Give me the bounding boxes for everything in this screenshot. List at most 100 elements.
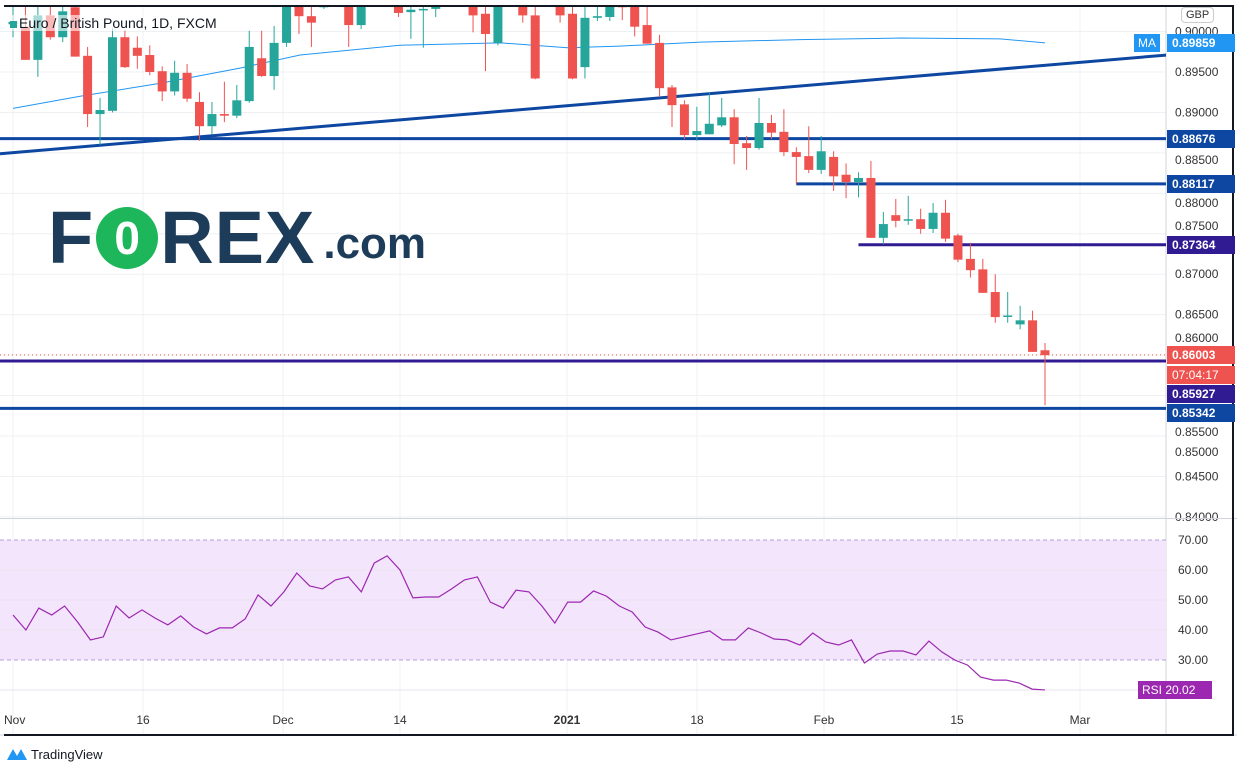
- candle-body: [928, 212, 938, 229]
- logo-f: F: [48, 196, 95, 279]
- candle: [941, 199, 951, 242]
- candle-body: [344, 6, 354, 26]
- candle: [319, 6, 329, 9]
- candle: [891, 198, 901, 228]
- candle: [953, 233, 963, 263]
- candle: [617, 6, 627, 21]
- candle: [132, 36, 142, 69]
- candle-body: [655, 42, 665, 89]
- candle: [207, 101, 217, 135]
- candle-body: [766, 122, 776, 133]
- candle: [965, 242, 975, 278]
- candle: [990, 274, 1000, 323]
- time-axis-label: Mar: [1070, 713, 1091, 727]
- candle: [157, 66, 167, 102]
- candle-body: [692, 131, 702, 136]
- candle: [717, 97, 727, 128]
- status-dot-icon: [10, 20, 17, 28]
- candle: [679, 100, 689, 140]
- time-axis-label: 2021: [554, 713, 581, 727]
- symbol-title-text: Euro / British Pound, 1D, FXCM: [19, 15, 217, 31]
- candle-body: [195, 101, 205, 127]
- candle-body: [145, 55, 155, 72]
- time-axis-label: Feb: [814, 713, 835, 727]
- tradingview-text: TradingView: [31, 746, 103, 762]
- price-axis-label: 0.86000: [1175, 331, 1219, 345]
- candle: [829, 151, 839, 191]
- candle: [468, 6, 478, 33]
- candle-body: [742, 143, 752, 149]
- candle-body: [916, 219, 926, 229]
- price-axis-label: 0.85500: [1175, 425, 1219, 439]
- candle-body: [257, 58, 267, 77]
- candle-body: [356, 6, 366, 26]
- candle-body: [878, 224, 888, 238]
- ma-price-badge: 0.89859: [1167, 33, 1235, 52]
- time-axis-label: 18: [690, 713, 704, 727]
- tradingview-brand[interactable]: TradingView: [6, 746, 103, 762]
- candle-body: [157, 71, 167, 92]
- candle: [406, 6, 416, 39]
- candle-body: [841, 174, 851, 183]
- candle: [480, 6, 490, 72]
- candle: [903, 195, 913, 225]
- main-pane: [0, 6, 1166, 410]
- candle-body: [667, 87, 677, 106]
- candle: [356, 6, 366, 30]
- rsi-axis-label: 40.00: [1178, 623, 1208, 637]
- candle: [841, 163, 851, 199]
- currency-button[interactable]: GBP: [1181, 7, 1215, 23]
- candle-body: [704, 123, 714, 135]
- candle: [1015, 305, 1025, 330]
- candle-body: [630, 6, 640, 27]
- price-axis-label: 0.87500: [1175, 219, 1219, 233]
- candle: [804, 126, 814, 174]
- candle: [195, 92, 205, 141]
- candle-body: [754, 122, 764, 149]
- candle: [431, 6, 441, 17]
- candle-body: [33, 15, 43, 60]
- candle: [704, 92, 714, 135]
- candle-body: [319, 6, 329, 8]
- candle: [791, 147, 801, 185]
- level-price-badge: 0.88117: [1167, 174, 1235, 193]
- candle: [754, 97, 764, 150]
- candle: [232, 84, 242, 119]
- candle: [1003, 292, 1013, 323]
- candle: [667, 84, 677, 128]
- candle: [33, 6, 43, 77]
- candle-body: [406, 9, 416, 13]
- candle: [568, 6, 578, 80]
- time-axis-label: 15: [950, 713, 964, 727]
- candle-body: [941, 212, 951, 239]
- symbol-title[interactable]: Euro / British Pound, 1D, FXCM: [10, 15, 217, 31]
- candle-body: [580, 17, 590, 68]
- candle-body: [642, 25, 652, 44]
- forex-logo: F 0 REX .com: [48, 196, 426, 279]
- price-axis-label: 0.85000: [1175, 445, 1219, 459]
- candle: [493, 6, 503, 46]
- candle-body: [1028, 320, 1038, 352]
- candle-body: [132, 47, 142, 56]
- logo-o-circle: 0: [96, 206, 159, 269]
- candle: [1040, 342, 1050, 406]
- candle-body: [605, 6, 615, 17]
- price-axis-label: 0.84000: [1175, 510, 1219, 524]
- candle: [182, 63, 192, 102]
- candle-body: [853, 177, 863, 183]
- candle-body: [306, 16, 316, 23]
- tradingview-logo-icon: [7, 749, 27, 760]
- candle: [866, 160, 876, 238]
- candle-body: [953, 235, 963, 260]
- candle-body: [269, 42, 279, 77]
- price-axis-label: 0.84500: [1175, 469, 1219, 483]
- candle-body: [95, 110, 105, 115]
- candle: [95, 97, 105, 145]
- candle: [742, 135, 752, 170]
- candle-body: [592, 16, 602, 18]
- candle: [393, 6, 403, 17]
- ma-legend-tag[interactable]: MA: [1134, 33, 1160, 52]
- time-axis-label: Nov: [4, 713, 25, 727]
- candle-body: [232, 100, 242, 116]
